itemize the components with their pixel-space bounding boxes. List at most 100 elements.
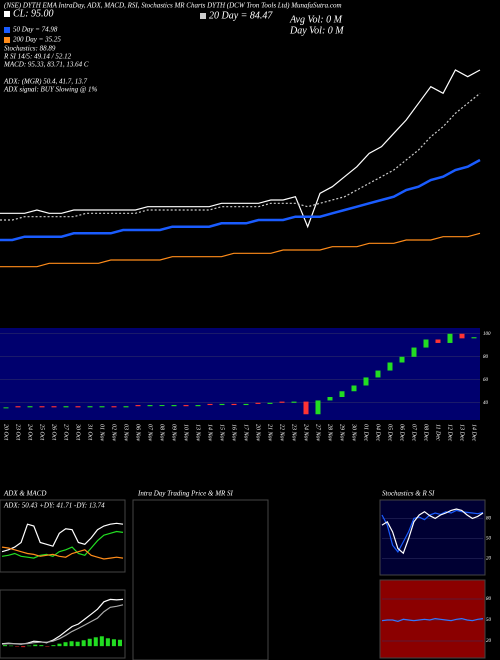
macd-bar [75, 641, 80, 647]
date-label: 08 Dec [423, 424, 429, 441]
macd-bar [51, 645, 56, 647]
date-label: 29 Nov [339, 424, 345, 442]
date-label: 27 Nov [315, 424, 321, 442]
date-label: 27 Oct [63, 424, 69, 440]
y-tick-label: 60 [483, 378, 489, 383]
legend-swatch [4, 27, 10, 33]
legend-label: 20 Day = 84.47 [209, 10, 273, 21]
legend-label: 50 Day = 74.98 [13, 26, 58, 34]
candle [231, 403, 237, 406]
adx-signal: ADX signal: BUY Slowing @ 1% [3, 86, 98, 94]
candle [111, 406, 117, 408]
candle [327, 397, 333, 401]
date-label: 24 Oct [27, 424, 34, 440]
series-line [0, 92, 481, 221]
macd-bar [21, 646, 26, 648]
date-label: 15 Nov [219, 424, 225, 442]
legend-label: CL: 95.00 [13, 8, 54, 19]
candle [471, 337, 477, 339]
macd-bar [111, 639, 116, 647]
candle-band [0, 328, 480, 420]
macd-bar [99, 636, 104, 647]
candle [375, 370, 381, 378]
legend-label: 200 Day = 35.25 [13, 36, 61, 44]
intraday-panel [132, 499, 269, 660]
panel-title: Stochastics & R SI [382, 490, 435, 498]
date-label: 30 Oct [75, 423, 81, 440]
adx-panel [0, 499, 126, 573]
date-label: 21 Nov [267, 424, 273, 442]
candle [39, 406, 45, 408]
date-label: 26 Oct [51, 424, 57, 440]
candle [195, 405, 201, 407]
candle [399, 356, 405, 363]
date-label: 02 Nov [111, 424, 117, 442]
candle [3, 407, 9, 409]
series-line [381, 508, 484, 555]
date-label: 07 Nov [147, 424, 153, 442]
date-label: 16 Nov [231, 424, 237, 442]
candle [243, 403, 249, 406]
date-label: 14 Dec [471, 424, 478, 441]
candle [123, 406, 129, 408]
candle [303, 401, 309, 415]
candle [171, 405, 177, 407]
date-label: 25 Oct [39, 424, 45, 440]
macd-bar [93, 637, 98, 647]
candle [87, 406, 93, 408]
macd-bar [69, 641, 74, 647]
date-label: 13 Nov [195, 424, 201, 442]
candle [51, 406, 57, 408]
candle [435, 339, 441, 343]
macd-bar [81, 640, 86, 647]
candle [459, 333, 465, 339]
date-label: 10 Nov [183, 424, 189, 442]
date-label: 31 Oct [87, 423, 93, 440]
candle [363, 377, 369, 386]
date-label: 05 Dec [387, 424, 393, 441]
adx: ADX: (MGR) 50.4, 41.7, 13.7 [3, 78, 88, 86]
series-line [0, 158, 481, 242]
date-label: 07 Dec [411, 424, 417, 441]
date-label: 23 Nov [291, 424, 297, 442]
date-label: 23 Oct [15, 424, 21, 440]
candle [387, 362, 393, 371]
macd-bar [57, 643, 62, 647]
candle [159, 405, 165, 407]
y-tick-label: 20 [486, 557, 492, 562]
candle [75, 406, 81, 408]
macd-panel [0, 589, 126, 659]
date-label: 28 Nov [327, 424, 333, 442]
macd-bar [87, 638, 92, 647]
series-line [1, 530, 124, 559]
y-tick-label: 80 [486, 597, 492, 602]
series-line [0, 69, 481, 229]
candle [267, 402, 273, 404]
date-label: 13 Dec [459, 424, 465, 441]
legend-swatch [4, 37, 10, 43]
panel-title: ADX & MACD [3, 490, 46, 498]
date-label: 17 Nov [243, 424, 249, 442]
stochastics: Stochastics: 88.89 [4, 45, 56, 53]
day-vol: Day Vol: 0 M [289, 25, 344, 36]
legend-swatch [4, 11, 10, 17]
intraday-title: Intra Day Trading Price & MR SI [137, 490, 234, 498]
macd-bar [39, 645, 44, 647]
y-tick-label: 40 [483, 401, 489, 406]
macd: MACD: 95.33, 83.71, 13.64 C [3, 61, 89, 69]
date-label: 04 Dec [375, 424, 382, 441]
candle [339, 391, 345, 397]
candle [423, 339, 429, 348]
y-tick-label: 20 [486, 639, 492, 644]
candle [255, 402, 261, 404]
candle [219, 403, 225, 406]
candle [411, 347, 417, 357]
candle [447, 333, 453, 343]
date-label: 20 Oct [3, 424, 9, 440]
candle [207, 403, 213, 406]
macd-bar [3, 645, 8, 647]
series-line [1, 546, 124, 560]
panel-subtitle: ADX: 50.43 +DY: 41.71 -DY: 13.74 [3, 502, 105, 510]
candle [135, 405, 141, 407]
